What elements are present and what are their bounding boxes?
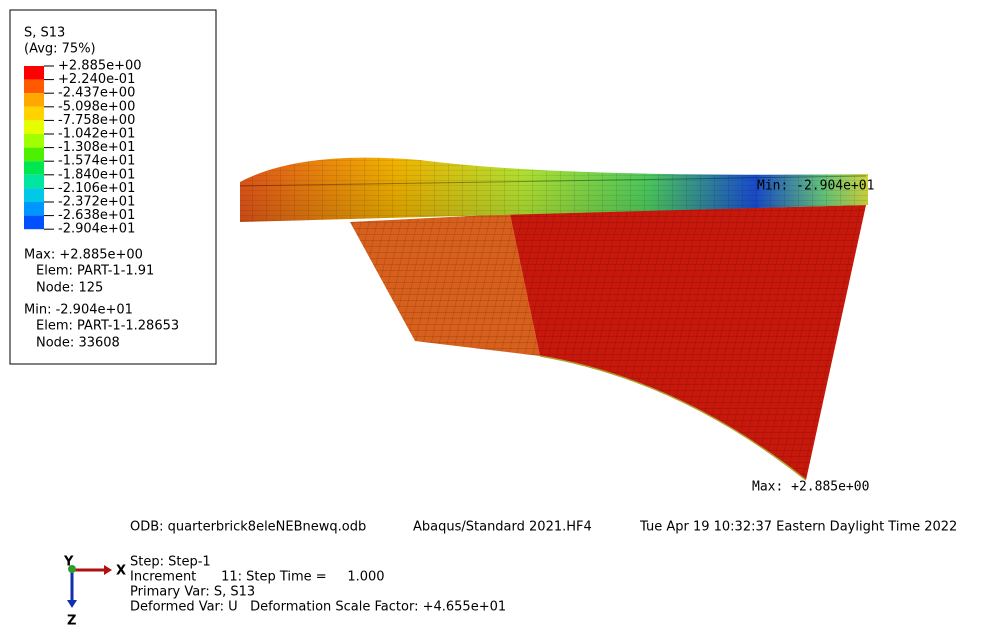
legend-band (24, 93, 44, 107)
triad (67, 565, 112, 608)
legend-band (24, 202, 44, 216)
legend-band (24, 66, 44, 80)
triad-x: X (116, 564, 126, 579)
legend-title: S, S13 (24, 26, 65, 41)
odb-name: ODB: quarterbrick8eleNEBnewq.odb (130, 520, 366, 535)
increment: Increment 11: Step Time = 1.000 (130, 570, 385, 585)
legend-band (24, 107, 44, 121)
max-node: Node: 125 (36, 281, 103, 296)
model (240, 158, 868, 480)
triad-z: Z (67, 614, 76, 628)
primary-var: Primary Var: S, S13 (130, 585, 255, 600)
deformed-var: Deformed Var: U Deformation Scale Factor… (130, 600, 506, 615)
legend-band (24, 148, 44, 162)
max-label: Max: +2.885e+00 (24, 248, 143, 263)
legend-band (24, 175, 44, 189)
max-elem: Elem: PART-1-1.91 (36, 264, 154, 279)
triad-y: Y (63, 555, 74, 570)
date: Tue Apr 19 10:32:37 Eastern Daylight Tim… (639, 520, 957, 535)
min-elem: Elem: PART-1-1.28653 (36, 319, 179, 334)
legend-band (24, 161, 44, 175)
legend-band (24, 188, 44, 202)
web-right-mesh (510, 205, 866, 480)
legend-band (24, 134, 44, 148)
legend-color-bar: +2.885e+00+2.240e-01-2.437e+00-5.098e+00… (24, 59, 142, 237)
max-annotation: Max: +2.885e+00 (752, 480, 869, 495)
legend-subtitle: (Avg: 75%) (24, 42, 96, 57)
min-label: Min: -2.904e+01 (24, 303, 133, 318)
min-node: Node: 33608 (36, 336, 120, 351)
solver-version: Abaqus/Standard 2021.HF4 (413, 520, 592, 535)
step: Step: Step-1 (130, 555, 211, 570)
legend-band (24, 80, 44, 94)
x-arrow-head (104, 565, 112, 575)
page: {"legend": {"title": "S, S13", "subtitle… (0, 0, 1003, 628)
legend-label: -2.904e+01 (58, 222, 135, 237)
web-left-mesh (350, 214, 540, 356)
legend-band (24, 120, 44, 134)
z-arrow-head (67, 600, 77, 608)
min-annotation: Min: -2.904e+01 (757, 179, 874, 194)
legend-band (24, 216, 44, 230)
viewport: S, S13 (Avg: 75%) +2.885e+00+2.240e-01-2… (0, 0, 1003, 628)
